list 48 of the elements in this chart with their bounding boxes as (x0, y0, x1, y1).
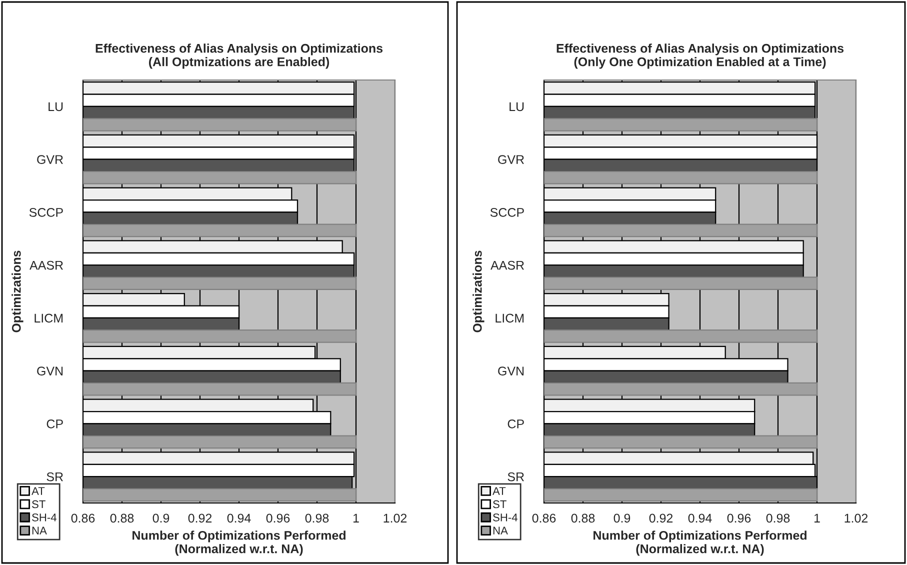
y-tick-label: SCCP (490, 208, 524, 217)
x-tick-label: 0.92 (188, 514, 212, 523)
y-axis-title: Optimizations (472, 250, 484, 332)
y-tick-label: AASR (490, 260, 524, 270)
y-tick-label: CP (46, 419, 63, 428)
x-tick-label: 1 (814, 514, 820, 522)
x-tick-label: 0.94 (227, 514, 251, 523)
y-tick-label: SR (46, 472, 63, 482)
x-axis-title: Number of Optimizations Performed (Normalized w.r.t. NA) (594, 530, 806, 556)
x-tick-label: 0.92 (649, 514, 673, 523)
y-tick-label: SCCP (29, 208, 63, 217)
x-tick-label: 0.98 (766, 514, 790, 523)
y-tick-label: GVN (37, 366, 63, 376)
x-tick-label: 1 (353, 514, 359, 522)
x-tick-label: 0.98 (305, 514, 329, 523)
legend-label: NA (32, 526, 47, 534)
legend-label: SH-4 (493, 513, 518, 522)
y-axis-title: Optimizations (12, 250, 24, 332)
x-tick-label: 0.88 (110, 514, 134, 523)
x-axis-title: Number of Optimizations Performed (Normalized w.r.t. NA) (132, 530, 346, 556)
y-tick-label: GVN (498, 366, 524, 376)
legend-label: ST (493, 500, 506, 508)
legend-label: AT (32, 487, 45, 495)
x-tick-label: 0.9 (614, 514, 630, 523)
x-tick-label: 0.96 (266, 514, 290, 523)
y-tick-label: LU (510, 102, 524, 112)
y-tick-label: CP (508, 419, 524, 428)
y-tick-label: SR (508, 472, 524, 482)
y-tick-label: LICM (34, 314, 63, 323)
x-tick-label: 0.96 (727, 514, 751, 523)
x-tick-label: 0.86 (71, 514, 95, 523)
x-tick-label: 1.02 (844, 514, 868, 523)
x-tick-label: 0.9 (152, 514, 170, 523)
legend-label: ST (32, 500, 46, 508)
y-tick-label: GVR (37, 155, 63, 164)
legend-label: SH-4 (32, 513, 56, 522)
chart-title: Effectiveness of Alias Analysis on Optimizations (Only One Optimization Enabled at a Time) (556, 44, 844, 69)
legend-label: AT (492, 487, 506, 495)
x-tick-label: 0.88 (571, 514, 595, 523)
y-tick-label: AASR (30, 260, 63, 270)
legend-label: NA (493, 526, 508, 534)
x-tick-label: 0.94 (688, 514, 712, 523)
chart-title: Effectiveness of Alias Analysis on Optimizations (All Optmizations are Enabled) (96, 44, 383, 69)
y-tick-label: LU (48, 102, 63, 112)
y-tick-label: GVR (498, 155, 524, 164)
x-tick-label: 1.02 (384, 514, 407, 523)
x-tick-label: 0.86 (532, 514, 556, 523)
y-tick-label: LICM (496, 314, 524, 323)
